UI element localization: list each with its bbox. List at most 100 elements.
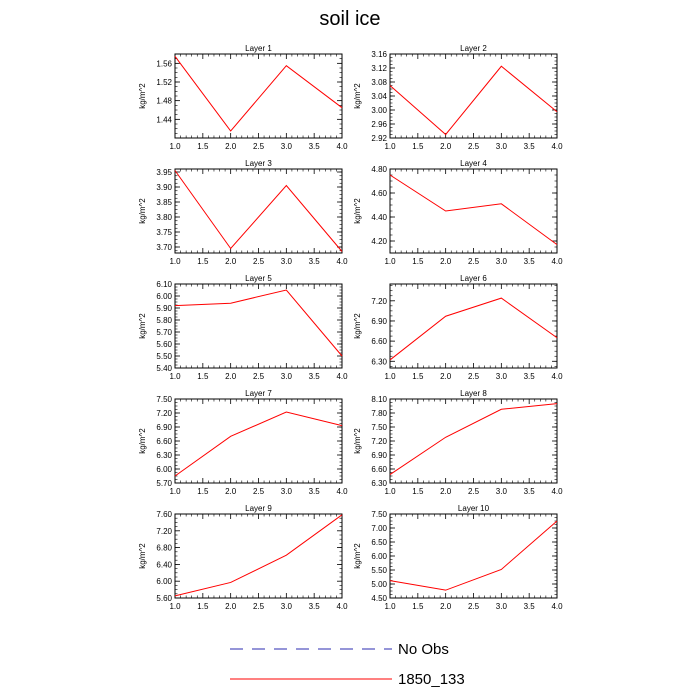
x-tick-label: 2.5 <box>253 257 265 266</box>
series-line <box>389 520 558 591</box>
y-tick-label: 5.60 <box>156 594 172 603</box>
x-tick-label: 2.0 <box>440 142 452 151</box>
series-line <box>389 65 558 136</box>
panel-layer-10: Layer 10 1.0 1.5 2.0 2.5 3.0 3.5 4.0 4.50 5.00 5.5… <box>353 504 563 611</box>
x-tick-label: 1.0 <box>169 257 181 266</box>
y-axis-label: kg/m^2 <box>353 428 362 454</box>
y-tick-label: 1.48 <box>156 97 172 106</box>
x-tick-label: 4.0 <box>336 142 348 151</box>
y-tick-label: 6.60 <box>371 337 387 346</box>
series-line <box>174 289 343 357</box>
y-axis-label: kg/m^2 <box>353 198 362 224</box>
x-tick-label: 2.0 <box>225 257 237 266</box>
x-tick-label: 1.5 <box>412 142 424 151</box>
y-tick-label: 7.50 <box>371 510 387 519</box>
x-tick-label: 2.5 <box>468 372 480 381</box>
x-tick-label: 3.5 <box>309 257 321 266</box>
y-tick-label: 3.12 <box>371 64 387 73</box>
x-tick-label: 4.0 <box>551 257 563 266</box>
x-tick-label: 2.0 <box>225 487 237 496</box>
y-tick-label: 4.40 <box>371 213 387 222</box>
x-tick-label: 3.0 <box>281 372 293 381</box>
panel-title: Layer 2 <box>460 44 487 53</box>
panel-title: Layer 3 <box>245 159 272 168</box>
y-tick-label: 6.60 <box>371 465 387 474</box>
panel-title: Layer 9 <box>245 504 272 513</box>
x-tick-label: 1.0 <box>169 142 181 151</box>
panel-layer-9: Layer 9 1.0 1.5 2.0 2.5 3.0 3.5 4.0 5.60 6.00 6.40… <box>138 504 348 611</box>
x-tick-label: 3.0 <box>496 257 508 266</box>
y-tick-label: 8.10 <box>371 395 387 404</box>
y-tick-label: 7.60 <box>156 510 172 519</box>
series-line <box>174 170 343 252</box>
panel-title: Layer 5 <box>245 274 272 283</box>
panel-layer-1: Layer 1 1.0 1.5 2.0 2.5 3.0 3.5 4.0 1.44 1.48 1.52… <box>138 44 348 151</box>
y-tick-label: 5.50 <box>156 352 172 361</box>
panel-layer-4: Layer 4 1.0 1.5 2.0 2.5 3.0 3.5 4.0 4.20 4.40 4.60… <box>353 159 563 266</box>
plot-frame <box>389 168 558 254</box>
x-tick-label: 1.0 <box>384 372 396 381</box>
panel-layer-5: Layer 5 1.0 1.5 2.0 2.5 3.0 3.5 4.0 5.40 5.50 5.60… <box>138 274 348 381</box>
y-tick-label: 5.80 <box>156 316 172 325</box>
x-tick-label: 2.5 <box>253 142 265 151</box>
x-tick-label: 1.5 <box>197 487 209 496</box>
plot-frame <box>389 53 558 139</box>
y-tick-label: 6.00 <box>156 465 172 474</box>
x-tick-label: 3.5 <box>309 142 321 151</box>
x-tick-label: 3.0 <box>496 487 508 496</box>
x-tick-label: 4.0 <box>336 257 348 266</box>
x-tick-label: 3.0 <box>281 602 293 611</box>
y-tick-label: 3.08 <box>371 78 387 87</box>
y-tick-label: 3.95 <box>156 168 172 177</box>
y-tick-label: 7.20 <box>371 437 387 446</box>
y-tick-label: 7.20 <box>371 297 387 306</box>
x-tick-label: 1.0 <box>384 487 396 496</box>
plot-frame <box>389 283 558 369</box>
y-tick-label: 6.90 <box>371 317 387 326</box>
x-tick-label: 3.5 <box>309 487 321 496</box>
figure-title: soil ice <box>319 8 381 30</box>
legend-label: No Obs <box>398 641 449 658</box>
x-tick-label: 4.0 <box>551 142 563 151</box>
x-tick-label: 2.5 <box>468 602 480 611</box>
x-tick-label: 1.5 <box>412 257 424 266</box>
panel-title: Layer 1 <box>245 44 272 53</box>
series-line <box>174 56 343 132</box>
series-line <box>389 403 558 476</box>
y-axis-label: kg/m^2 <box>138 198 147 224</box>
panel-layer-6: Layer 6 1.0 1.5 2.0 2.5 3.0 3.5 4.0 6.30 6.60 6.90… <box>353 274 563 381</box>
x-tick-label: 1.0 <box>169 602 181 611</box>
plot-frame <box>174 513 343 599</box>
y-tick-label: 3.80 <box>156 213 172 222</box>
y-tick-label: 6.60 <box>156 437 172 446</box>
x-tick-label: 1.5 <box>197 142 209 151</box>
y-tick-label: 3.85 <box>156 198 172 207</box>
x-tick-label: 2.0 <box>225 142 237 151</box>
y-tick-label: 3.70 <box>156 243 172 252</box>
legend-label: 1850_133 <box>398 671 465 688</box>
panel-layer-3: Layer 3 1.0 1.5 2.0 2.5 3.0 3.5 4.0 3.70 3.75 3.80… <box>138 159 348 266</box>
series-line <box>389 297 558 361</box>
x-tick-label: 3.5 <box>524 142 536 151</box>
x-tick-label: 4.0 <box>336 372 348 381</box>
x-tick-label: 3.5 <box>524 372 536 381</box>
y-tick-label: 7.20 <box>156 409 172 418</box>
y-tick-label: 4.20 <box>371 237 387 246</box>
x-tick-label: 2.5 <box>253 602 265 611</box>
x-tick-label: 3.0 <box>496 142 508 151</box>
x-tick-label: 2.5 <box>468 487 480 496</box>
y-tick-label: 5.90 <box>156 304 172 313</box>
x-tick-label: 2.0 <box>225 602 237 611</box>
y-tick-label: 6.00 <box>371 552 387 561</box>
x-tick-label: 3.0 <box>496 372 508 381</box>
x-tick-label: 4.0 <box>551 372 563 381</box>
y-tick-label: 3.04 <box>371 92 387 101</box>
y-tick-label: 4.50 <box>371 594 387 603</box>
x-tick-label: 1.0 <box>384 602 396 611</box>
y-axis-label: kg/m^2 <box>353 83 362 109</box>
plot-frame <box>174 168 343 254</box>
x-tick-label: 2.0 <box>440 257 452 266</box>
y-axis-label: kg/m^2 <box>138 428 147 454</box>
x-tick-label: 2.5 <box>253 487 265 496</box>
